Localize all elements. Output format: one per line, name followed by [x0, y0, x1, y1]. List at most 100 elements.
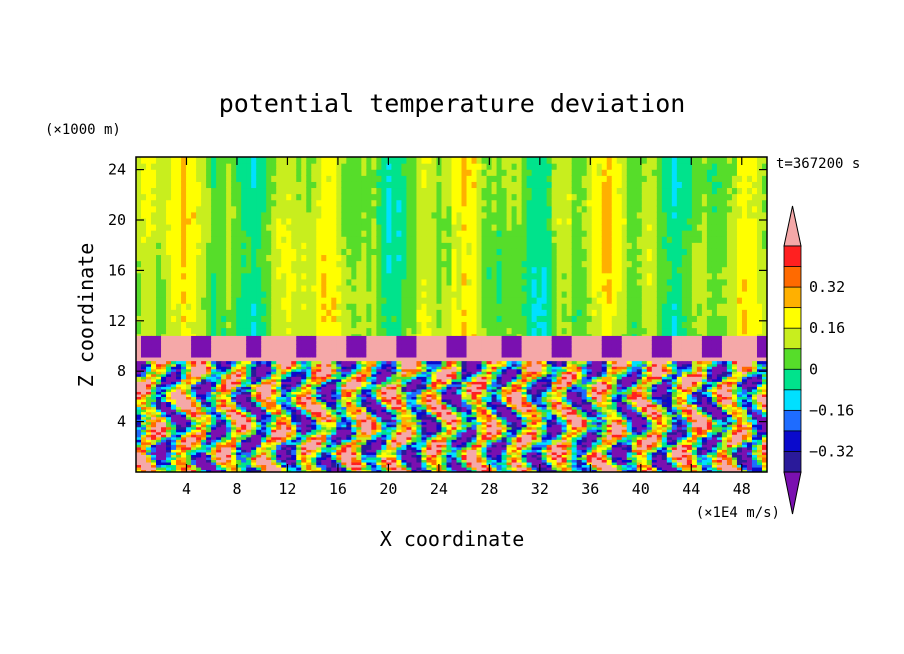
heatmap-cell [331, 297, 337, 304]
heatmap-cell [141, 363, 147, 367]
heatmap-cell [446, 181, 453, 189]
heatmap-cell [181, 223, 187, 231]
heatmap-cell [161, 459, 167, 463]
heatmap-cell [176, 373, 182, 377]
heatmap-cell [586, 230, 593, 237]
heatmap-cell [541, 199, 548, 207]
heatmap-cell [176, 416, 182, 420]
heatmap-cell [136, 444, 142, 448]
heatmap-cell [576, 278, 583, 286]
heatmap-cell [306, 272, 312, 280]
heatmap-cell [361, 303, 367, 310]
heatmap-cell [211, 169, 217, 176]
heatmap-cell [591, 223, 598, 231]
heatmap-cell [426, 344, 433, 350]
heatmap-cell [136, 344, 142, 350]
heatmap-cell [176, 371, 182, 375]
heatmap-cell [281, 260, 287, 268]
heatmap-cell [336, 309, 342, 316]
heatmap-cell [721, 236, 728, 243]
heatmap-cell [151, 368, 157, 372]
heatmap-cell [746, 356, 753, 362]
heatmap-cell [341, 242, 347, 249]
heatmap-cell [591, 217, 598, 225]
heatmap-cell [546, 181, 553, 189]
heatmap-cell [521, 199, 528, 207]
heatmap-cell [256, 260, 262, 268]
heatmap-cell [476, 356, 483, 362]
heatmap-cell [176, 340, 182, 345]
heatmap-cell [331, 260, 337, 268]
heatmap-cell [411, 230, 418, 237]
heatmap-cell [566, 248, 573, 256]
heatmap-cell [686, 199, 693, 207]
heatmap-cell [331, 199, 337, 207]
heatmap-cell [681, 266, 688, 274]
heatmap-cell [311, 236, 317, 243]
heatmap-cell [311, 290, 317, 298]
heatmap-cell [416, 315, 423, 323]
heatmap-cell [336, 248, 342, 256]
heatmap-cell [246, 223, 252, 231]
heatmap-cell [476, 187, 483, 195]
heatmap-cell [601, 315, 608, 323]
heatmap-cell [176, 376, 182, 380]
heatmap-cell [581, 340, 588, 345]
heatmap-cell [141, 411, 147, 415]
heatmap-cell [271, 315, 277, 323]
heatmap-cell [136, 376, 142, 380]
heatmap-cell [636, 223, 643, 231]
heatmap-cell [316, 290, 322, 298]
heatmap-cell [521, 157, 528, 164]
heatmap-cell [746, 236, 753, 243]
heatmap-cell [341, 348, 347, 354]
heatmap-cell [586, 163, 593, 170]
heatmap-cell [626, 157, 633, 164]
heatmap-cell [666, 297, 673, 304]
heatmap-cell [751, 266, 758, 274]
heatmap-cell [326, 284, 332, 292]
heatmap-cell [266, 217, 272, 225]
heatmap-cell [476, 163, 483, 170]
heatmap-cell [221, 199, 227, 207]
heatmap-cell [321, 309, 327, 316]
heatmap-cell [316, 356, 322, 362]
heatmap-cell [676, 315, 683, 323]
heatmap-cell [671, 272, 678, 280]
heatmap-cell [316, 205, 322, 213]
heatmap-cell [461, 157, 468, 164]
heatmap-cell [191, 272, 197, 280]
heatmap-cell [501, 321, 508, 329]
heatmap-cell [386, 356, 393, 362]
heatmap-cell [586, 335, 593, 341]
heatmap-cell [146, 205, 152, 213]
heatmap-cell [266, 157, 272, 164]
heatmap-cell [401, 284, 408, 292]
heatmap-cell [436, 356, 443, 362]
heatmap-cell [356, 278, 362, 286]
heatmap-cell [161, 157, 167, 164]
heatmap-cell [146, 309, 152, 316]
heatmap-cell [721, 205, 728, 213]
heatmap-cell [151, 373, 157, 377]
heatmap-cell [151, 419, 157, 423]
heatmap-cell [176, 344, 182, 350]
heatmap-cell [381, 175, 387, 182]
heatmap-cell [576, 284, 583, 292]
heatmap-cell [241, 199, 247, 207]
heatmap-cell [421, 157, 428, 164]
heatmap-cell [686, 242, 693, 249]
heatmap-cell [566, 297, 573, 304]
heatmap-cell [246, 309, 252, 316]
heatmap-cell [471, 169, 478, 176]
heatmap-cell [381, 187, 387, 195]
heatmap-cell [181, 327, 187, 335]
heatmap-cell [146, 242, 152, 249]
heatmap-cell [521, 193, 528, 201]
heatmap-cell [291, 248, 297, 256]
heatmap-cell [226, 199, 232, 207]
heatmap-cell [416, 169, 423, 176]
heatmap-cell [151, 466, 157, 471]
heatmap-cell [311, 260, 317, 268]
heatmap-cell [731, 157, 738, 164]
